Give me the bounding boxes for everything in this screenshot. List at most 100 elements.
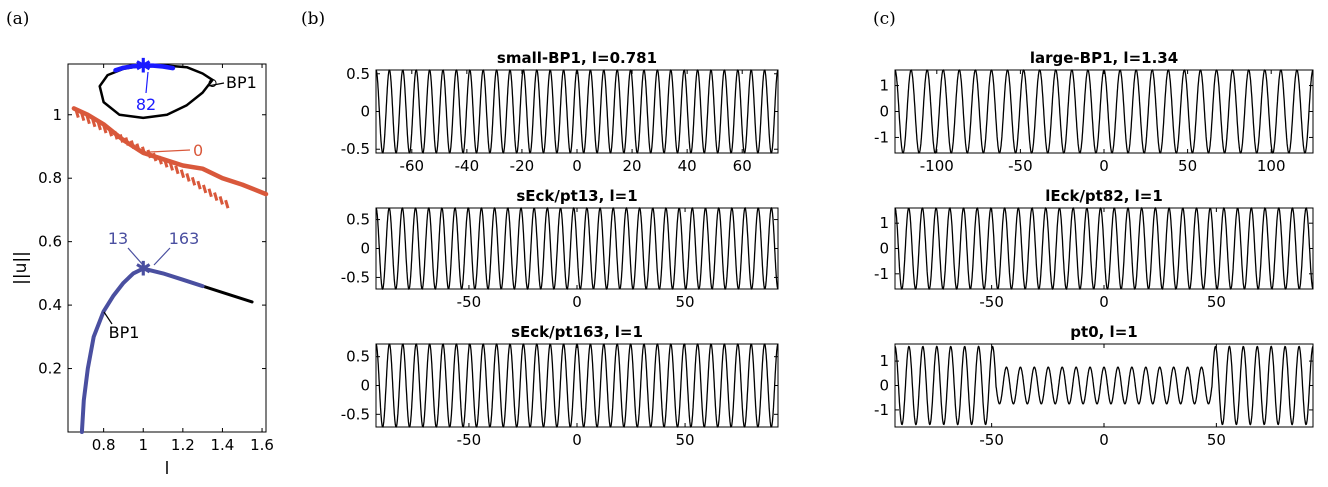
series-texture <box>201 184 208 194</box>
y-tick-label: 1 <box>52 106 62 124</box>
x-tick-label: -100 <box>920 157 954 175</box>
plots-layer: 0.8 1 1.2 1.4 1.60.20.40.60.81l||u||✱✱BP1820… <box>11 49 1314 479</box>
y-tick-label: 1 <box>879 77 889 95</box>
series-texture <box>135 143 141 153</box>
y-tick-label: -1 <box>874 265 889 283</box>
x-tick-label: 0 <box>1099 431 1109 449</box>
x-tick-label: 0 <box>572 293 582 311</box>
x-tick-label: 1.4 <box>211 436 235 454</box>
annotation-label: 163 <box>169 229 200 248</box>
series-line-0 <box>98 64 214 120</box>
y-tick-label: -0.5 <box>341 268 370 286</box>
x-tick-label: -60 <box>400 157 425 175</box>
x-tick-label: 40 <box>678 157 697 175</box>
series-texture <box>196 180 202 190</box>
plot-title-c2: lEck/pt82, l=1 <box>1045 187 1163 205</box>
y-tick-label: -1 <box>874 401 889 419</box>
x-tick-label: -50 <box>457 293 482 311</box>
bp1-circle-marker <box>208 79 217 88</box>
annotation-label: BP1 <box>226 73 257 92</box>
series-texture <box>113 130 119 140</box>
series-texture <box>174 165 180 175</box>
series-texture <box>129 140 136 150</box>
x-tick-label: 0.8 <box>92 436 116 454</box>
plot-frame-b3 <box>375 343 779 428</box>
x-tick-label: 50 <box>1178 157 1197 175</box>
x-tick-label: -40 <box>455 157 480 175</box>
series-texture <box>118 133 125 143</box>
y-tick-label: 0 <box>360 240 370 258</box>
annotation-arrow <box>103 311 113 325</box>
annotation-arrow <box>149 149 191 153</box>
wave-line-c1 <box>894 69 1314 154</box>
plot-title-c1: large-BP1, l=1.34 <box>1030 49 1178 67</box>
y-tick-label: 1 <box>879 214 889 232</box>
x-tick-label: -20 <box>510 157 535 175</box>
x-tick-label: 0 <box>1099 157 1109 175</box>
annotation-label: 82 <box>136 95 156 114</box>
y-tick-label: 0 <box>360 103 370 121</box>
x-tick-label: 50 <box>1207 293 1226 311</box>
plot-frame-b1 <box>375 69 779 154</box>
star-marker: ✱ <box>135 257 152 281</box>
x-tick-label: -50 <box>979 293 1004 311</box>
x-tick-label: 0 <box>1099 293 1109 311</box>
x-axis-label: l <box>165 459 170 479</box>
y-tick-label: 0.5 <box>346 65 370 83</box>
y-tick-label: 1 <box>879 352 889 370</box>
x-tick-label: -50 <box>457 431 482 449</box>
annotation-arrow <box>127 247 144 266</box>
annotation-label: 13 <box>108 229 128 248</box>
series-texture <box>96 121 102 131</box>
series-texture <box>146 149 152 159</box>
plot-title-b3: sEck/pt163, l=1 <box>511 323 643 341</box>
x-tick-label: 0 <box>572 157 582 175</box>
wave-line-b3 <box>375 343 779 428</box>
series-line-4 <box>79 266 205 434</box>
x-tick-label: 1 <box>138 436 148 454</box>
x-tick-label: -50 <box>1008 157 1033 175</box>
wave-line-c2 <box>894 206 1314 291</box>
plot-title-b1: small-BP1, l=0.781 <box>497 49 657 67</box>
series-texture <box>218 195 224 205</box>
y-tick-label: 0.4 <box>38 296 62 314</box>
annotation-arrow <box>145 71 149 94</box>
y-axis-label: ||u|| <box>11 251 31 285</box>
series-texture <box>190 176 197 186</box>
series-texture <box>85 115 91 125</box>
series-texture <box>207 188 213 198</box>
x-tick-label: 60 <box>733 157 752 175</box>
plot-frame-c3 <box>894 343 1314 428</box>
x-tick-label: 50 <box>1207 431 1226 449</box>
series-line-1 <box>113 63 176 73</box>
annotation-arrow <box>207 82 225 87</box>
series-texture <box>91 118 97 128</box>
wave-line-c3 <box>894 345 1314 426</box>
y-tick-label: 0.5 <box>346 211 370 229</box>
series-texture <box>74 109 80 118</box>
y-tick-label: 0 <box>360 377 370 395</box>
x-tick-label: -50 <box>979 431 1004 449</box>
x-tick-label: 100 <box>1257 157 1286 175</box>
series-texture <box>213 192 219 202</box>
y-tick-label: -1 <box>874 128 889 146</box>
y-tick-label: -0.5 <box>341 405 370 423</box>
y-tick-label: -0.5 <box>341 140 370 158</box>
series-texture <box>102 124 108 134</box>
y-tick-label: 0.2 <box>38 360 62 378</box>
x-tick-label: 1.6 <box>250 436 274 454</box>
y-tick-label: 0 <box>879 103 889 121</box>
annotation-label: BP1 <box>109 323 140 342</box>
star-marker: ✱ <box>135 54 152 78</box>
series-texture <box>224 199 230 209</box>
series-texture <box>107 127 113 137</box>
series-texture <box>152 152 158 162</box>
y-tick-label: 0.6 <box>38 233 62 251</box>
plot-title-b2: sEck/pt13, l=1 <box>516 187 637 205</box>
x-tick-label: 1.2 <box>171 436 195 454</box>
series-texture <box>124 137 130 146</box>
plot-title-c3: pt0, l=1 <box>1070 323 1137 341</box>
panel-label-c: (c) <box>873 9 896 29</box>
y-tick-label: 0 <box>879 240 889 258</box>
series-texture <box>157 155 163 165</box>
